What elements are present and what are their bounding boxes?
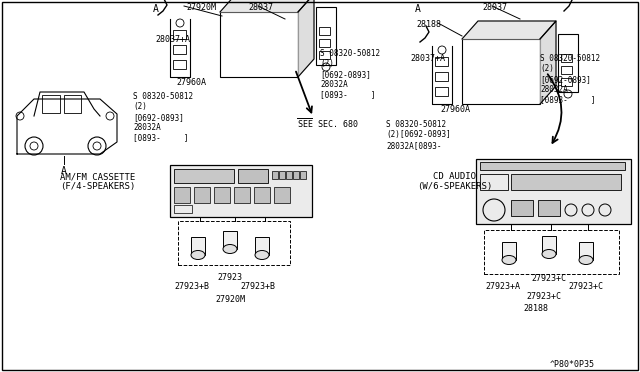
Ellipse shape bbox=[579, 256, 593, 264]
Text: A: A bbox=[153, 4, 159, 14]
Bar bbox=[480, 162, 625, 170]
Text: SEE SEC. 680: SEE SEC. 680 bbox=[298, 120, 358, 129]
Ellipse shape bbox=[255, 250, 269, 260]
Bar bbox=[511, 174, 621, 190]
Polygon shape bbox=[462, 21, 556, 39]
Ellipse shape bbox=[542, 250, 556, 259]
Polygon shape bbox=[540, 21, 556, 104]
Bar bbox=[561, 54, 572, 62]
Bar bbox=[174, 169, 234, 183]
Bar bbox=[293, 171, 299, 179]
Bar bbox=[238, 169, 268, 183]
Bar bbox=[170, 165, 312, 217]
Text: 28037+A: 28037+A bbox=[155, 35, 190, 44]
Bar bbox=[300, 171, 306, 179]
Text: 27960A: 27960A bbox=[440, 105, 470, 114]
Bar bbox=[542, 236, 556, 254]
Bar bbox=[558, 34, 578, 92]
Bar bbox=[173, 45, 186, 54]
Text: 27923+C: 27923+C bbox=[568, 282, 604, 291]
Bar bbox=[476, 159, 631, 224]
Bar bbox=[316, 7, 336, 65]
Text: 27920M: 27920M bbox=[186, 3, 216, 12]
Bar bbox=[174, 205, 192, 213]
Text: 27923+A: 27923+A bbox=[486, 282, 520, 291]
Bar bbox=[561, 66, 572, 74]
Polygon shape bbox=[220, 0, 314, 12]
Bar bbox=[64, 95, 81, 113]
Bar bbox=[511, 200, 533, 216]
Text: ^P80*0P35: ^P80*0P35 bbox=[550, 360, 595, 369]
Text: 28037+A: 28037+A bbox=[410, 54, 445, 63]
Text: 27923+B: 27923+B bbox=[241, 282, 275, 291]
Bar bbox=[480, 174, 508, 190]
Text: A: A bbox=[61, 166, 67, 176]
Text: A: A bbox=[415, 4, 421, 14]
Bar bbox=[502, 242, 516, 260]
Text: 27923+C: 27923+C bbox=[531, 274, 566, 283]
Bar bbox=[579, 242, 593, 260]
Text: S 08320-50812
(2)
[0692-0893]
28032A
[0893-     ]: S 08320-50812 (2) [0692-0893] 28032A [08… bbox=[133, 92, 193, 142]
Bar bbox=[538, 200, 560, 216]
Bar bbox=[561, 78, 572, 86]
Bar bbox=[319, 51, 330, 59]
Bar bbox=[173, 30, 186, 39]
Ellipse shape bbox=[191, 250, 205, 260]
Text: S 08320-50812
(2)
[0692-0893]
28032A
[0893-     ]: S 08320-50812 (2) [0692-0893] 28032A [08… bbox=[320, 49, 380, 100]
Bar bbox=[194, 187, 210, 203]
Bar bbox=[435, 72, 448, 81]
Text: S 08320-50812
(2)[0692-0893]
28032A[0893-: S 08320-50812 (2)[0692-0893] 28032A[0893… bbox=[386, 120, 451, 150]
Bar bbox=[254, 187, 270, 203]
Bar bbox=[234, 187, 250, 203]
Bar bbox=[255, 237, 269, 255]
Bar bbox=[286, 171, 292, 179]
Text: 28037: 28037 bbox=[248, 3, 273, 12]
Text: CD AUDIO
(W/6-SPEAKERS): CD AUDIO (W/6-SPEAKERS) bbox=[417, 172, 493, 192]
Text: 28037: 28037 bbox=[482, 3, 507, 12]
Text: 27920M: 27920M bbox=[215, 295, 245, 304]
Bar bbox=[220, 12, 298, 77]
Text: 28188: 28188 bbox=[416, 20, 441, 29]
Bar bbox=[173, 60, 186, 69]
Bar bbox=[42, 95, 60, 113]
Bar bbox=[178, 221, 290, 265]
Bar bbox=[214, 187, 230, 203]
Bar bbox=[484, 230, 619, 274]
Text: S 08320-50812
(2)
[0692-0893]
28032A
[0893-     ]: S 08320-50812 (2) [0692-0893] 28032A [08… bbox=[540, 54, 600, 105]
Bar bbox=[191, 237, 205, 255]
Bar bbox=[279, 171, 285, 179]
Bar bbox=[274, 187, 290, 203]
Bar bbox=[272, 171, 278, 179]
Text: 27923+B: 27923+B bbox=[175, 282, 209, 291]
FancyArrowPatch shape bbox=[548, 74, 561, 143]
Bar bbox=[435, 87, 448, 96]
Text: 27923: 27923 bbox=[218, 273, 243, 282]
Bar bbox=[462, 39, 540, 104]
Bar bbox=[435, 57, 448, 66]
Polygon shape bbox=[298, 0, 314, 77]
Bar bbox=[319, 27, 330, 35]
Text: 28188: 28188 bbox=[524, 304, 548, 313]
Ellipse shape bbox=[502, 256, 516, 264]
Text: 27923+C: 27923+C bbox=[527, 292, 561, 301]
Bar bbox=[174, 187, 190, 203]
Bar bbox=[319, 39, 330, 47]
Text: 27960A: 27960A bbox=[176, 78, 206, 87]
Ellipse shape bbox=[223, 244, 237, 253]
Text: AM/FM CASSETTE
(F/4-SPEAKERS): AM/FM CASSETTE (F/4-SPEAKERS) bbox=[60, 172, 136, 192]
Bar bbox=[223, 231, 237, 249]
